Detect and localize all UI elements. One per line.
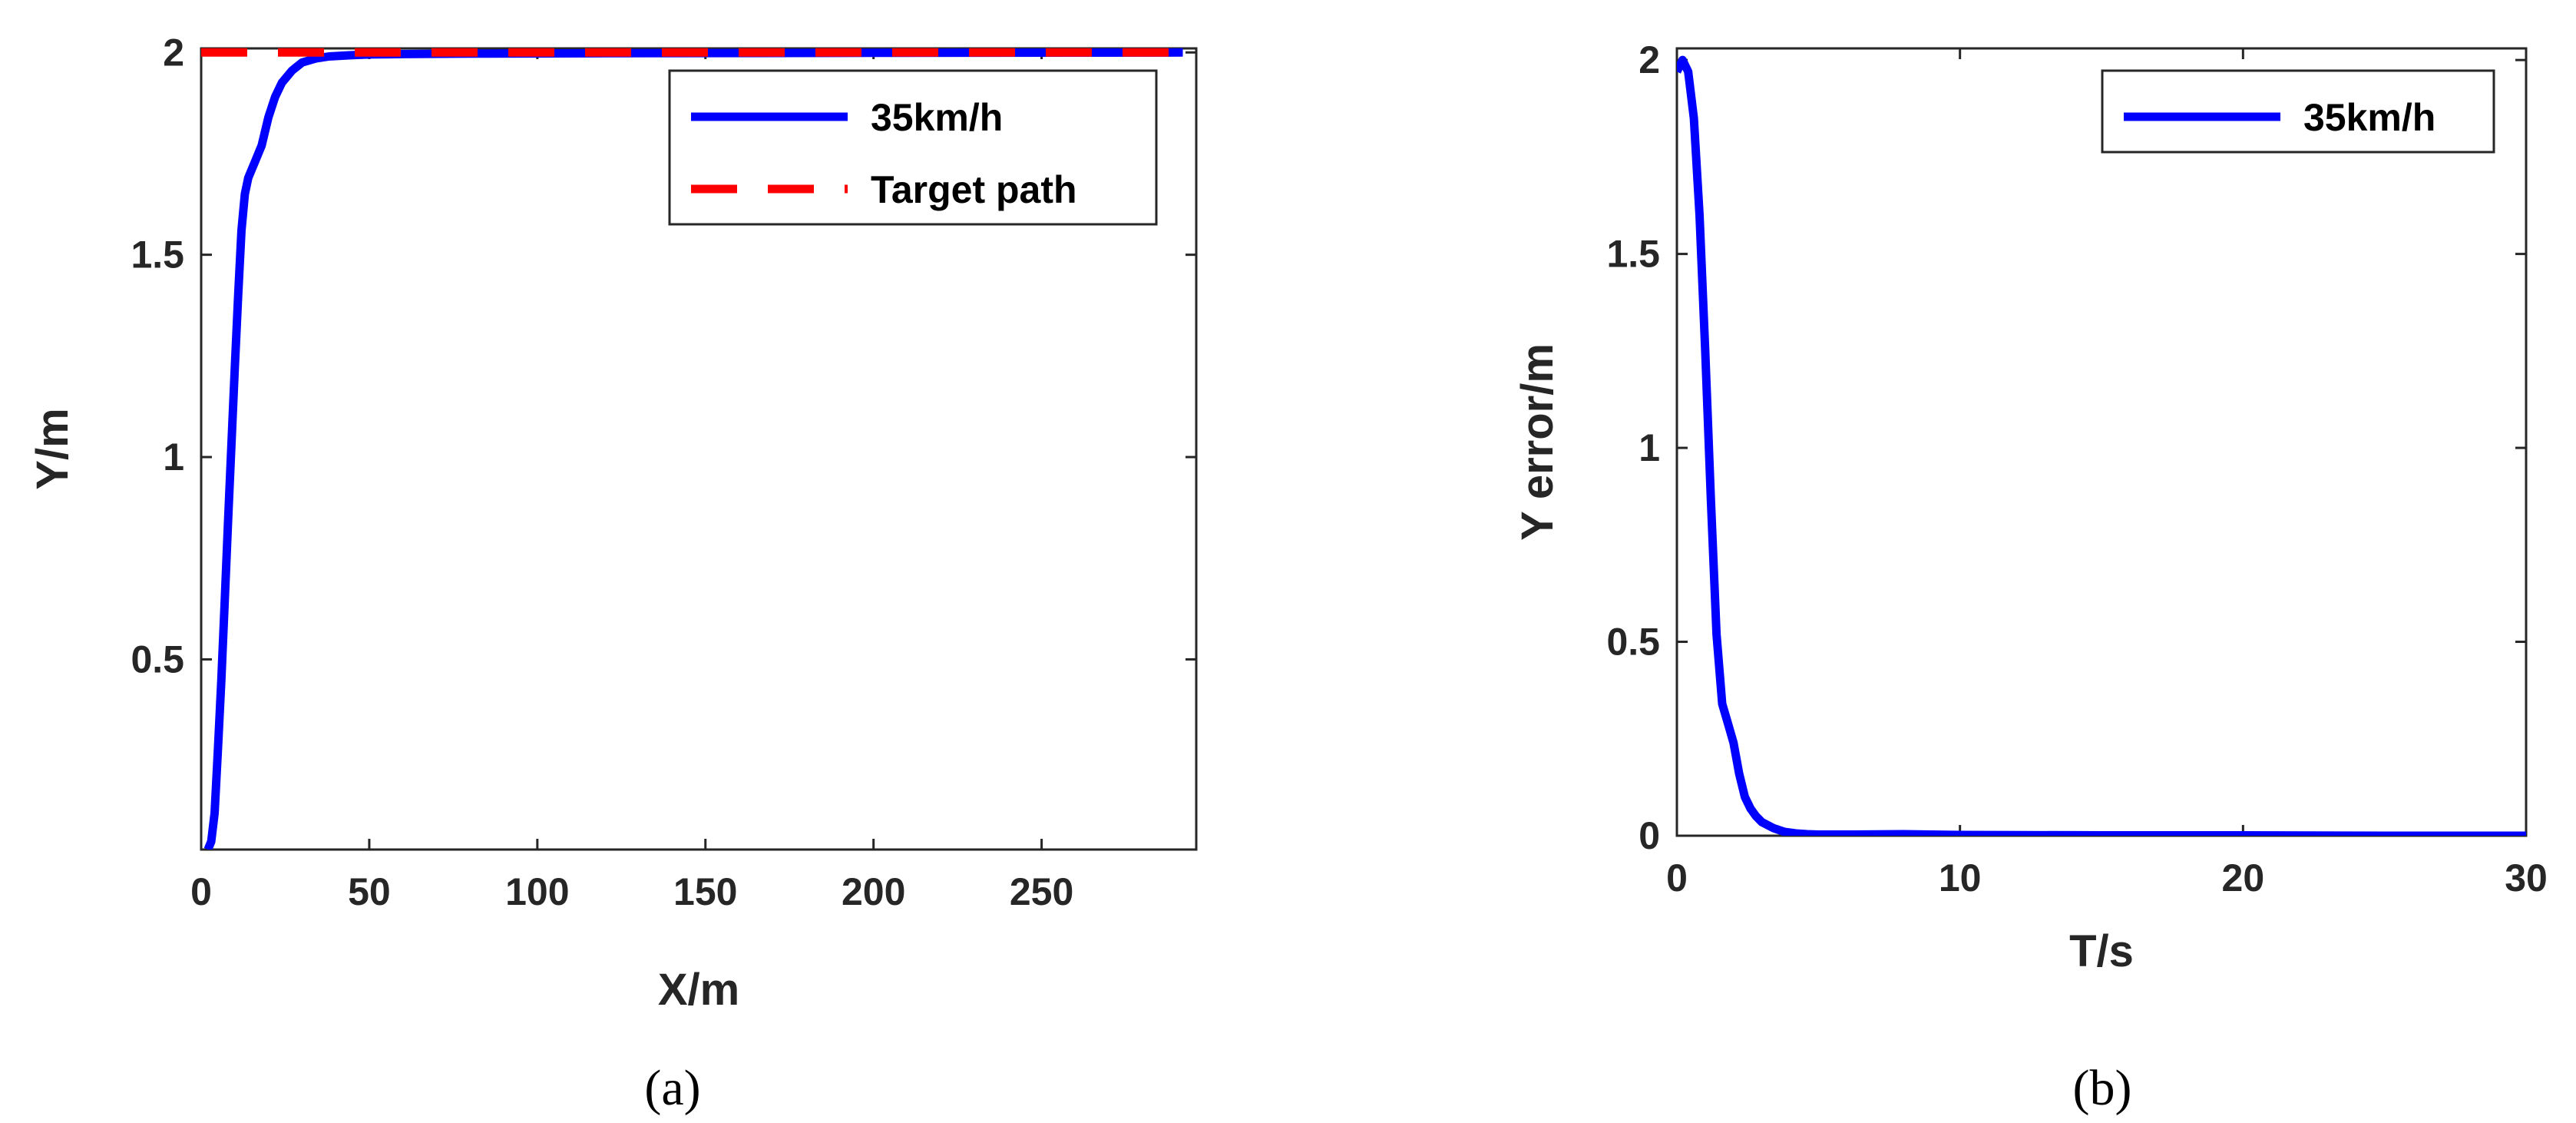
y-tick-label: 0	[1639, 814, 1660, 857]
y-axis-label: Y error/m	[1513, 343, 1562, 541]
legend-label: 35km/h	[871, 96, 1003, 139]
x-axis-label: T/s	[2069, 926, 2134, 976]
chart-caption: (b)	[2073, 1060, 2132, 1116]
series-line-35km-h	[1677, 55, 2526, 836]
y-tick-label: 2	[1639, 38, 1660, 81]
legend-label: 35km/h	[2303, 96, 2435, 139]
y-tick-label: 1.5	[131, 234, 184, 277]
y-tick-label: 2	[163, 31, 184, 74]
y-tick-label: 1.5	[1606, 233, 1660, 276]
chart-a: 0 50 100 150 200 250 0.5 1 1.5 2 X/m Y/m 35km/h Targe…	[28, 31, 1198, 1116]
x-tick-label: 0	[1666, 856, 1688, 899]
legend-box	[668, 69, 1158, 226]
y-tick-label: 1	[163, 436, 184, 479]
legend-box	[2101, 69, 2495, 154]
x-tick-label: 250	[1010, 870, 1073, 913]
chart-caption: (a)	[644, 1060, 700, 1116]
y-tick-label: 1	[1639, 426, 1660, 469]
y-axis-label: Y/m	[28, 408, 78, 489]
x-tick-label: 50	[348, 870, 391, 913]
legend-label: Target path	[871, 168, 1077, 211]
x-tick-label: 10	[1939, 856, 1982, 899]
x-tick-label: 0	[190, 870, 212, 913]
y-tick-label: 0.5	[131, 638, 184, 681]
x-tick-label: 200	[842, 870, 905, 913]
x-tick-label: 150	[673, 870, 737, 913]
x-axis-label: X/m	[658, 965, 739, 1015]
y-tick-label: 0.5	[1606, 621, 1660, 664]
x-tick-label: 30	[2505, 856, 2548, 899]
x-tick-label: 100	[505, 870, 569, 913]
axes-box	[1675, 47, 2528, 837]
chart-b: 0 10 20 30 0 0.5 1 1.5 2 T/s Y error/m 35km/h (b)	[1513, 38, 2548, 1116]
x-tick-label: 20	[2222, 856, 2265, 899]
